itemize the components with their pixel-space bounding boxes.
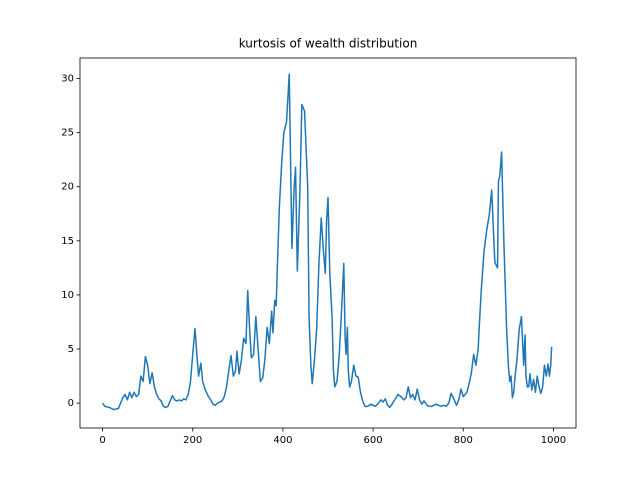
plot-frame: [79, 57, 577, 429]
y-tick-label: 25: [61, 128, 74, 139]
x-tick-label: 0: [99, 435, 105, 446]
y-tick-label: 20: [61, 182, 74, 193]
y-tick-label: 0: [68, 398, 74, 409]
y-tick-label: 15: [61, 236, 74, 247]
chart-title: kurtosis of wealth distribution: [239, 37, 418, 51]
y-tick-label: 5: [68, 344, 74, 355]
x-tick-label: 600: [364, 435, 383, 446]
x-tick-label: 800: [454, 435, 473, 446]
x-tick-label: 400: [273, 435, 292, 446]
x-tick-label: 200: [183, 435, 202, 446]
y-tick-label: 30: [61, 74, 74, 85]
data-line: [101, 73, 553, 411]
x-tick-label: 1000: [541, 435, 566, 446]
y-tick-label: 10: [61, 290, 74, 301]
